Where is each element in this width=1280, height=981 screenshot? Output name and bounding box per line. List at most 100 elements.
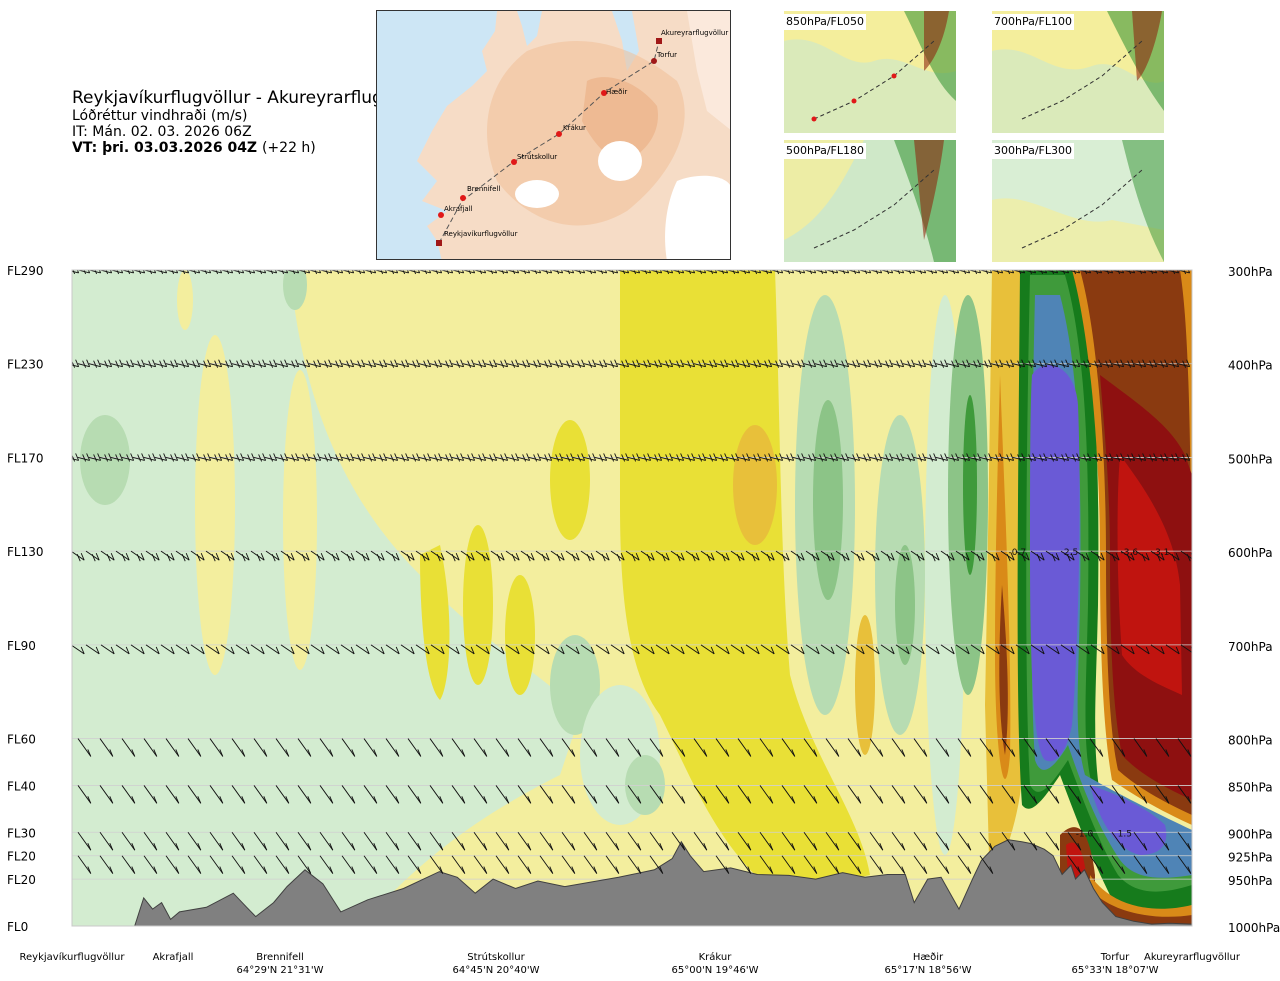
- wind-barb: [297, 832, 312, 851]
- wind-barb: [110, 453, 124, 462]
- barb-flag: [747, 843, 752, 851]
- barb-staff: [682, 456, 695, 461]
- barb-flag: [351, 270, 355, 274]
- x-label-akureyrarflugvöllur: Akureyrarflugvöllur: [1144, 952, 1241, 963]
- barb-flag: [335, 552, 340, 561]
- barb-flag: [406, 553, 411, 562]
- wind-barb: [660, 453, 674, 462]
- barb-staff: [1000, 644, 1015, 655]
- wind-barb: [265, 550, 280, 562]
- wind-barb: [550, 644, 565, 655]
- barb-staff: [847, 832, 862, 851]
- wind-barb: [451, 738, 466, 757]
- wind-barb: [415, 550, 430, 562]
- barb-staff: [340, 644, 355, 655]
- barb-flag: [200, 552, 205, 561]
- barb-staff: [1177, 832, 1192, 851]
- barb-staff: [154, 363, 167, 368]
- barb-staff: [220, 644, 235, 655]
- barb-staff: [627, 738, 642, 757]
- wind-barb: [850, 550, 865, 562]
- barb-flag: [317, 359, 322, 367]
- barb-flag: [295, 359, 300, 367]
- barb-flag: [615, 749, 620, 757]
- wind-barb: [275, 738, 290, 757]
- barb-staff: [418, 456, 431, 461]
- wind-barb: [775, 550, 790, 562]
- barb-flag: [1165, 866, 1170, 874]
- wind-barb: [803, 738, 818, 757]
- valid-time: VT: þri. 03.03.2026 04Z: [72, 140, 258, 156]
- x-coord: 65°17'N 18°56'W: [885, 965, 972, 976]
- barb-flag: [857, 749, 862, 757]
- wind-barb: [605, 453, 619, 462]
- barb-flag: [571, 866, 576, 874]
- wind-barb: [935, 738, 950, 757]
- wind-barb: [748, 359, 762, 368]
- barb-flag: [80, 646, 85, 655]
- wind-barb: [825, 855, 840, 874]
- wind-barb: [968, 453, 982, 462]
- barb-flag: [1153, 453, 1158, 461]
- barb-flag: [995, 552, 1000, 561]
- level-map-300-canvas: [992, 140, 1164, 262]
- x-label-strútskollur: Strútskollur: [467, 951, 525, 963]
- barb-flag: [592, 359, 597, 367]
- barb-flag: [449, 359, 454, 367]
- barb-staff: [913, 832, 928, 851]
- barb-flag: [395, 270, 399, 274]
- wind-barb: [340, 550, 355, 562]
- barb-flag: [615, 843, 620, 851]
- wind-barb: [165, 738, 180, 757]
- barb-staff: [759, 363, 772, 368]
- barb-staff: [231, 785, 246, 804]
- wind-barb: [517, 832, 532, 851]
- level-map-850: 850hPa/FL050: [784, 11, 956, 133]
- barb-flag: [155, 646, 160, 655]
- barb-flag: [977, 453, 982, 461]
- barb-flag: [410, 646, 415, 655]
- wind-barb: [143, 453, 157, 462]
- wind-barb: [957, 359, 971, 368]
- barb-flag: [945, 749, 950, 757]
- x-coord: 64°45'N 20°40'W: [453, 965, 540, 976]
- wind-barb: [429, 359, 443, 368]
- barb-staff: [979, 832, 994, 851]
- barb-flag: [511, 360, 516, 368]
- barb-staff: [385, 855, 400, 874]
- barb-flag: [1036, 553, 1041, 562]
- barb-flag: [922, 453, 927, 461]
- wind-barb: [88, 359, 102, 368]
- barb-staff: [715, 363, 728, 368]
- wind-barb: [451, 453, 465, 462]
- barb-flag: [889, 453, 894, 461]
- barb-flag: [560, 552, 565, 561]
- barb-flag: [1130, 552, 1135, 561]
- wind-barb: [190, 644, 205, 655]
- barb-staff: [72, 644, 85, 655]
- barb-staff: [847, 785, 862, 804]
- barb-flag: [835, 270, 839, 274]
- y-label-hpa: 700hPa: [1228, 640, 1273, 654]
- barb-staff: [902, 456, 915, 461]
- map-label-akureyri: Akureyrarflugvöllur: [661, 29, 728, 37]
- wind-barb: [528, 359, 542, 368]
- barb-flag: [1109, 359, 1114, 367]
- barb-flag: [680, 359, 685, 367]
- wind-barb: [56, 266, 68, 274]
- wind-barb: [396, 453, 410, 462]
- wind-barb: [803, 832, 818, 851]
- wind-barb: [187, 738, 202, 757]
- map-label-haedir: Hæðir: [606, 88, 627, 96]
- wind-barb: [1177, 453, 1191, 462]
- wind-barb: [583, 738, 598, 757]
- barb-flag: [365, 646, 370, 655]
- barb-flag: [1187, 796, 1192, 804]
- wind-barb: [407, 738, 422, 757]
- barb-flag: [75, 359, 80, 367]
- barb-flag: [725, 866, 730, 874]
- barb-staff: [145, 644, 160, 655]
- barb-staff: [77, 832, 92, 851]
- wind-barb: [640, 644, 655, 655]
- barb-staff: [792, 456, 805, 461]
